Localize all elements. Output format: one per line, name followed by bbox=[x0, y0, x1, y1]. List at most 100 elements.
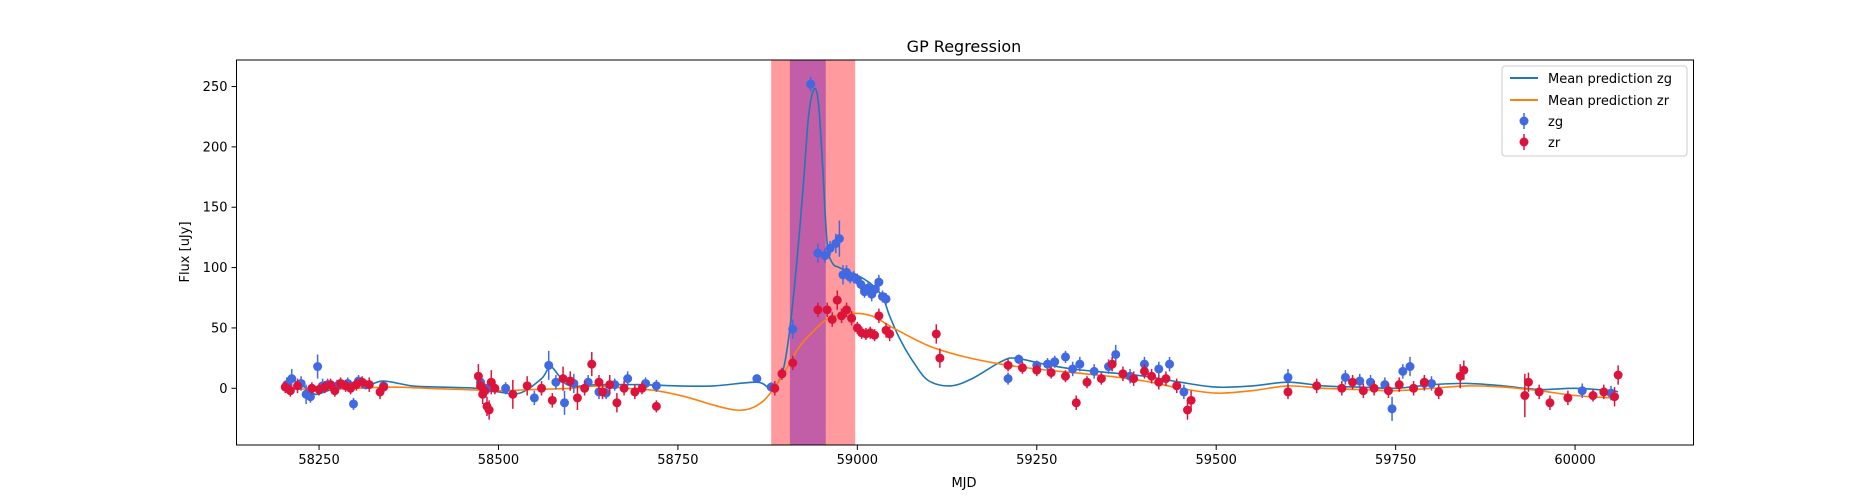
zg-point bbox=[348, 397, 358, 410]
zr-point bbox=[307, 382, 317, 395]
zr-point bbox=[874, 308, 884, 324]
zr-point bbox=[1337, 381, 1347, 396]
zr-point bbox=[490, 382, 500, 395]
zg-point bbox=[305, 390, 315, 403]
y-tick-label: 0 bbox=[219, 382, 227, 397]
zr-point bbox=[1599, 384, 1609, 400]
zr-point bbox=[330, 384, 340, 397]
zr-point bbox=[364, 377, 374, 392]
legend-frame bbox=[1501, 65, 1688, 157]
zr-point bbox=[1186, 390, 1196, 410]
zr-point bbox=[1107, 356, 1117, 372]
y-tick-label: 250 bbox=[203, 80, 228, 95]
zg-point bbox=[623, 371, 633, 386]
zg-point bbox=[788, 319, 798, 339]
zg-point bbox=[1340, 370, 1350, 385]
zr-point bbox=[587, 352, 597, 377]
zg-point bbox=[1089, 364, 1099, 379]
zg-point bbox=[1387, 396, 1397, 421]
zg-point bbox=[1003, 372, 1013, 385]
x-axis-label: MJD bbox=[951, 476, 976, 491]
x-tick-label: 59750 bbox=[1375, 453, 1416, 468]
zr-point bbox=[612, 393, 622, 413]
zr-point bbox=[837, 308, 847, 324]
zg-point bbox=[806, 76, 816, 92]
zr-point bbox=[813, 302, 823, 318]
zr-point bbox=[357, 376, 367, 389]
zg-point bbox=[856, 278, 866, 291]
y-axis-ticks: 0 50 100 150 200 250 bbox=[203, 80, 237, 397]
zg-point bbox=[1179, 384, 1189, 400]
x-tick-label: 58500 bbox=[478, 453, 519, 468]
zr-point bbox=[822, 302, 832, 318]
zr-point bbox=[1147, 368, 1157, 384]
zr-point bbox=[842, 302, 852, 318]
zr-point bbox=[1071, 395, 1081, 410]
zr-point bbox=[1563, 390, 1573, 406]
zr-point bbox=[508, 379, 518, 409]
zg-point bbox=[1405, 356, 1415, 377]
zr-point bbox=[1383, 383, 1393, 398]
zr-point bbox=[522, 376, 532, 396]
zg-point bbox=[1355, 373, 1365, 389]
y-tick-label: 100 bbox=[203, 261, 228, 276]
zg-point bbox=[551, 375, 561, 390]
zr-point bbox=[1434, 384, 1444, 400]
zg-point bbox=[560, 390, 570, 415]
data-points bbox=[280, 76, 1623, 421]
zg-point bbox=[1068, 361, 1078, 377]
zr-point bbox=[1358, 383, 1368, 398]
zg-point bbox=[1577, 383, 1587, 398]
zr-point bbox=[777, 367, 787, 380]
x-tick-label: 60000 bbox=[1554, 453, 1595, 468]
zr-point bbox=[637, 382, 647, 395]
zr-point bbox=[630, 384, 640, 400]
zg-point bbox=[544, 350, 554, 380]
zr-point bbox=[1003, 359, 1013, 372]
legend-label-zr: zr bbox=[1548, 136, 1561, 151]
zr-point bbox=[1409, 381, 1419, 396]
zg-point bbox=[1043, 358, 1053, 371]
zr-point bbox=[885, 326, 895, 342]
zg-point bbox=[287, 368, 297, 389]
x-tick-label: 59250 bbox=[1016, 453, 1057, 468]
zr-point bbox=[558, 366, 568, 391]
zr-point bbox=[1394, 377, 1404, 392]
zg-point bbox=[651, 379, 661, 392]
zr-point bbox=[788, 355, 798, 371]
zr-point bbox=[847, 311, 857, 326]
zr-point bbox=[293, 378, 303, 394]
x-tick-label: 58750 bbox=[657, 453, 698, 468]
zr-point bbox=[870, 329, 880, 342]
zg-point bbox=[1427, 376, 1437, 391]
zr-point bbox=[1032, 364, 1042, 377]
zr-point bbox=[1419, 375, 1429, 390]
zg-point bbox=[1014, 354, 1024, 365]
zg-point bbox=[313, 354, 323, 379]
mean-prediction-zg-line bbox=[282, 87, 1619, 396]
zg-point bbox=[529, 390, 539, 406]
zr-point bbox=[1139, 364, 1149, 379]
zr-point bbox=[770, 381, 780, 396]
zg-point bbox=[501, 382, 511, 395]
legend-label-mean-zr: Mean prediction zr bbox=[1548, 94, 1670, 109]
zr-point bbox=[572, 385, 582, 410]
legend: Mean prediction zg Mean prediction zr zg… bbox=[1501, 65, 1688, 157]
legend-label-mean-zg: Mean prediction zg bbox=[1548, 72, 1672, 87]
zr-point bbox=[598, 384, 608, 400]
zr-point bbox=[1588, 389, 1598, 402]
y-axis-label: Flux [uJy] bbox=[178, 221, 193, 282]
zg-point bbox=[874, 274, 884, 290]
zr-point bbox=[484, 400, 494, 420]
zr-point bbox=[1613, 365, 1623, 385]
zg-point bbox=[1283, 368, 1293, 386]
zg-point bbox=[1111, 344, 1121, 365]
zr-point bbox=[1283, 384, 1293, 400]
zg-point bbox=[752, 374, 762, 384]
zr-point bbox=[537, 381, 547, 396]
zr-point bbox=[1534, 384, 1544, 400]
y-tick-label: 150 bbox=[203, 201, 228, 216]
zr-point bbox=[935, 348, 945, 368]
zr-point bbox=[1348, 375, 1358, 390]
